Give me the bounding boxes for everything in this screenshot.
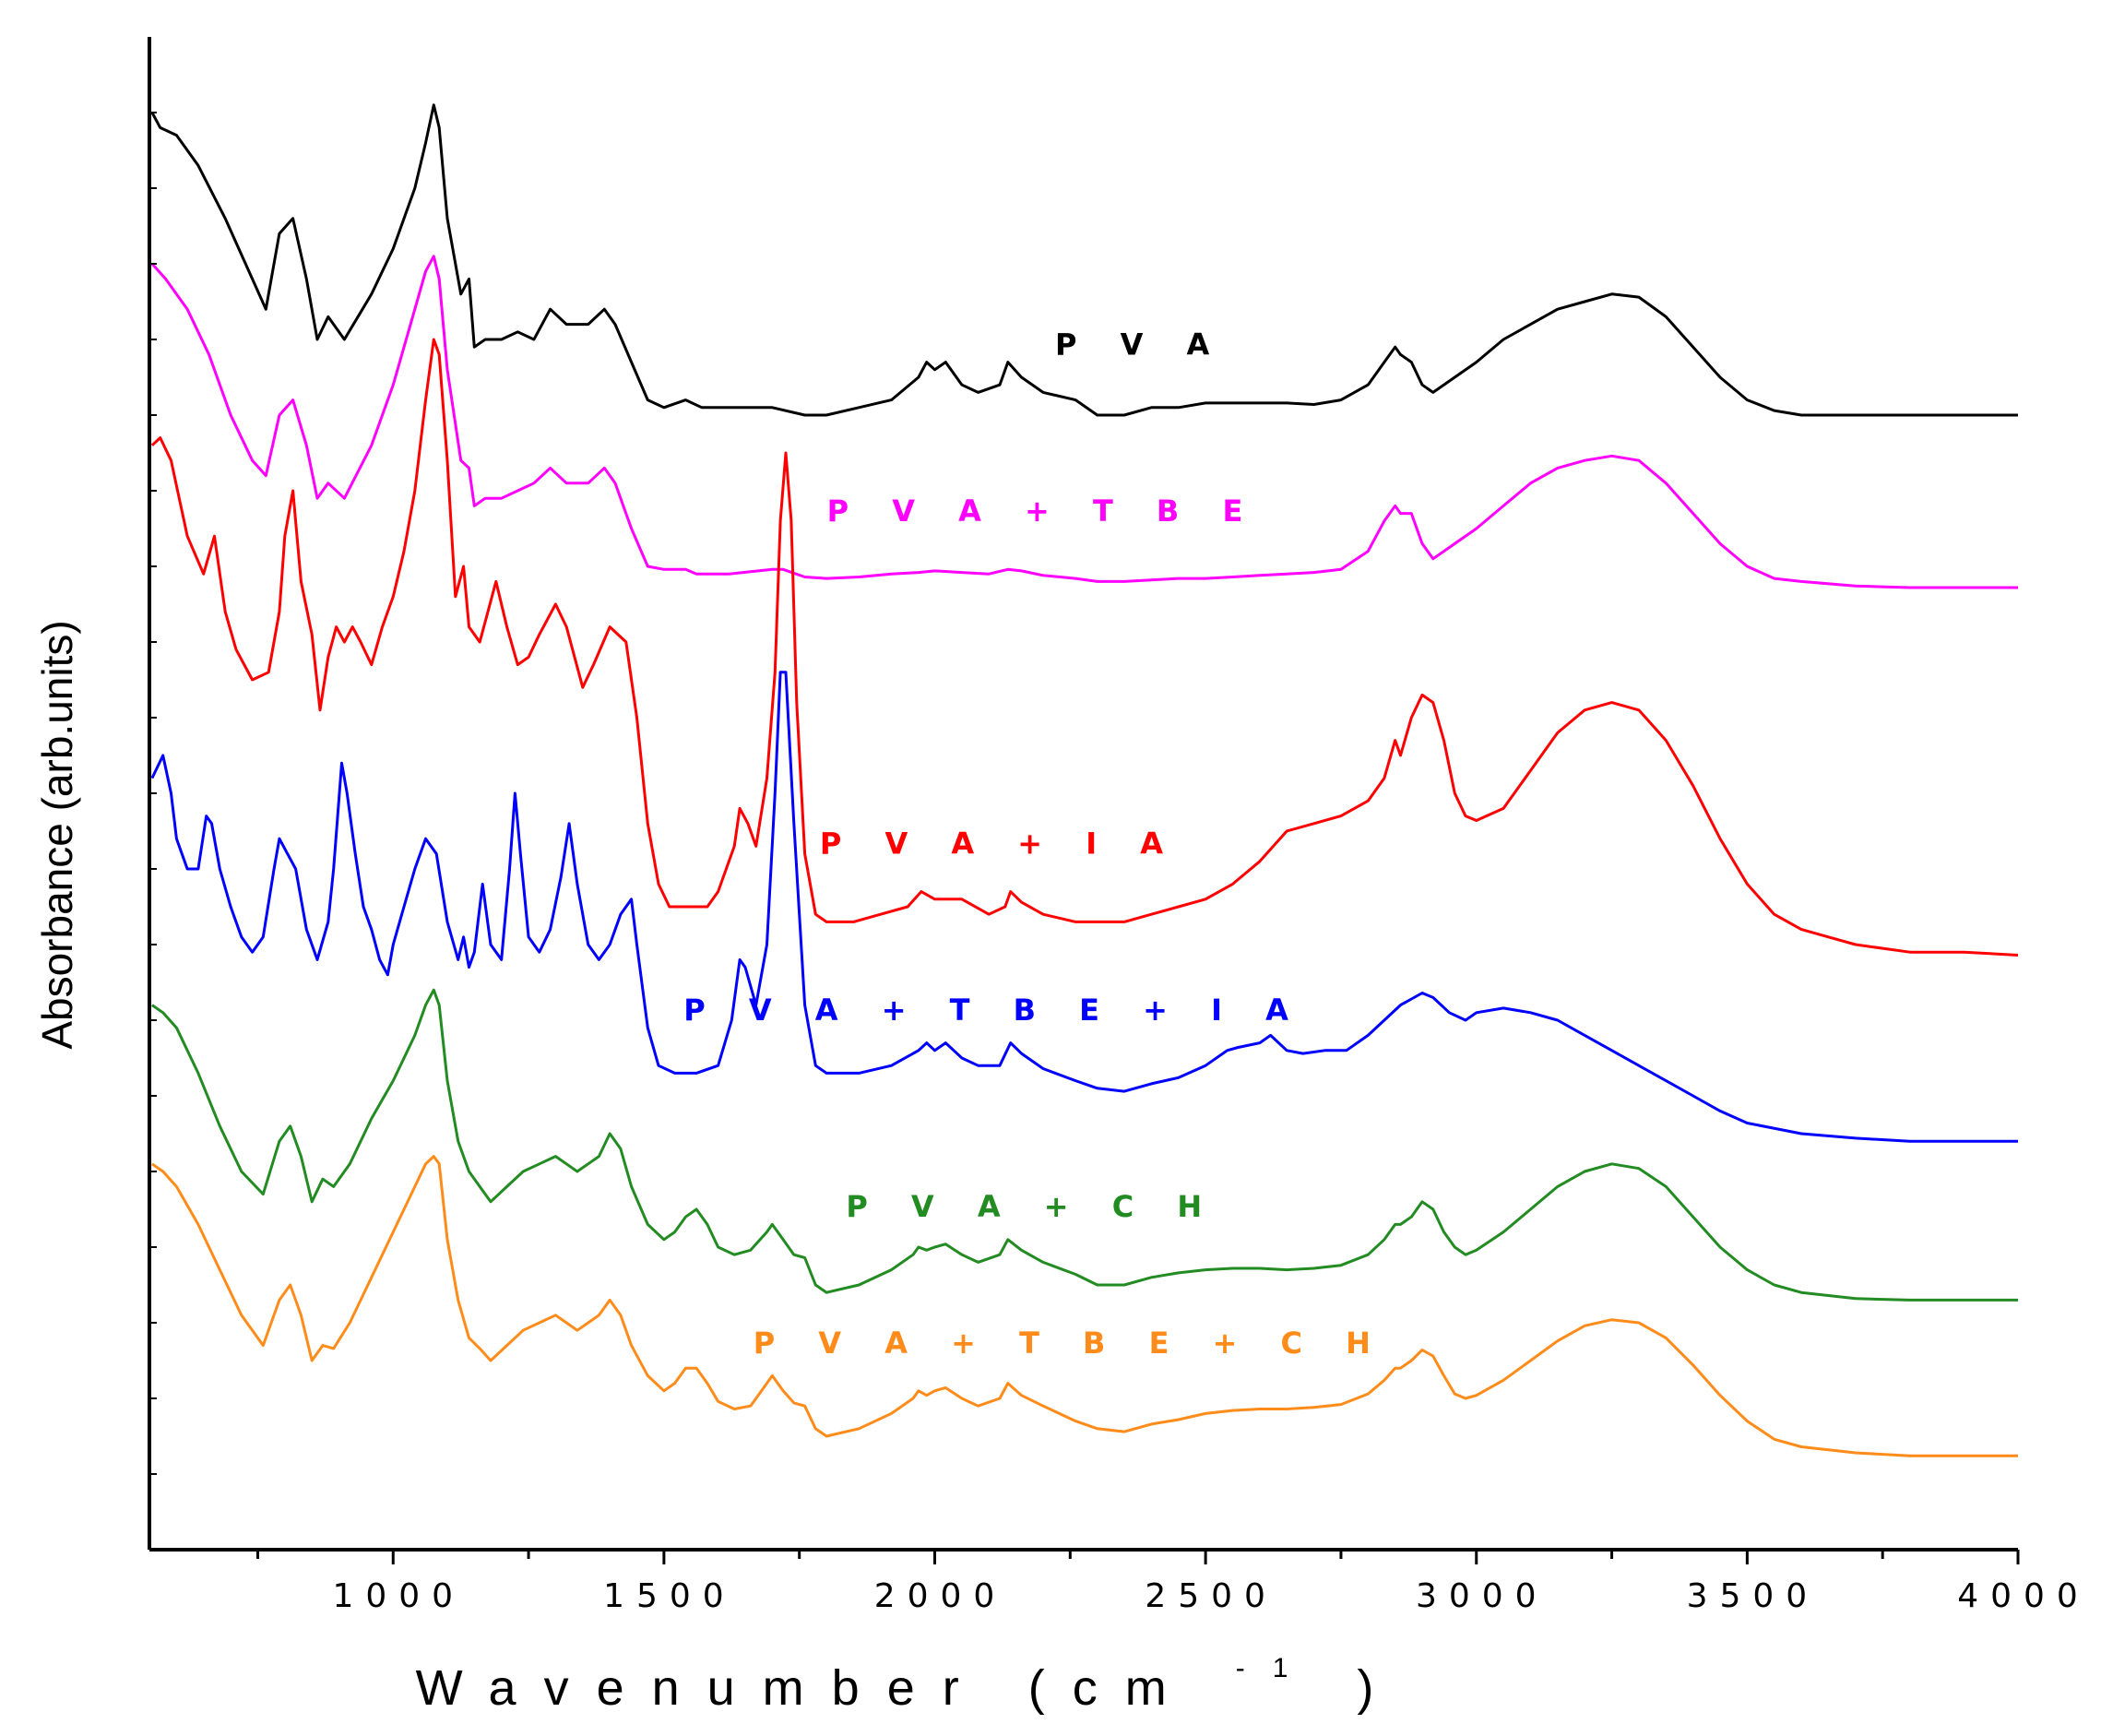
series-line-1 bbox=[150, 255, 2018, 589]
x-tick-label: 4000 bbox=[1957, 1577, 2090, 1615]
series-label-1: P V A + T B E bbox=[827, 493, 1260, 529]
series-line-3 bbox=[150, 671, 2018, 1143]
series-label-0: P V A bbox=[1055, 327, 1226, 362]
x-tick-label: 3000 bbox=[1416, 1577, 1549, 1615]
x-tick-label: 3500 bbox=[1687, 1577, 1820, 1615]
series-labels: P V A P V A + T B E P V A + I A P V A + T B… bbox=[683, 327, 1387, 1361]
series-label-5: P V A + T B E + C H bbox=[754, 1326, 1387, 1361]
series-line-0 bbox=[150, 103, 2018, 417]
series-label-4: P V A + C H bbox=[846, 1189, 1218, 1224]
x-axis-title-superscript: -1 bbox=[1236, 1653, 1316, 1683]
series-line-4 bbox=[151, 988, 2018, 1302]
x-tick-label: 2500 bbox=[1145, 1577, 1277, 1615]
x-axis-title: Wavenumber (cm -1 ) bbox=[416, 1633, 1402, 1716]
x-axis-title-close: ) bbox=[1357, 1660, 1401, 1716]
series-label-2: P V A + I A bbox=[820, 826, 1180, 862]
series-line-2 bbox=[150, 338, 2019, 957]
y-axis-title: Absorbance (arb.units) bbox=[33, 620, 81, 1049]
series-layer bbox=[150, 103, 2019, 1457]
x-tick-label: 1000 bbox=[332, 1577, 465, 1615]
series-line-5 bbox=[151, 1155, 2018, 1457]
y-ticks bbox=[149, 112, 157, 1475]
x-ticks: 1000 1500 2000 2500 3000 3500 4000 bbox=[255, 1550, 2090, 1615]
x-axis-title-main: Wavenumber (cm bbox=[416, 1660, 1194, 1716]
series-label-3: P V A + T B E + I A bbox=[683, 993, 1305, 1028]
x-tick-label: 2000 bbox=[874, 1577, 1007, 1615]
x-tick-label: 1500 bbox=[603, 1577, 736, 1615]
